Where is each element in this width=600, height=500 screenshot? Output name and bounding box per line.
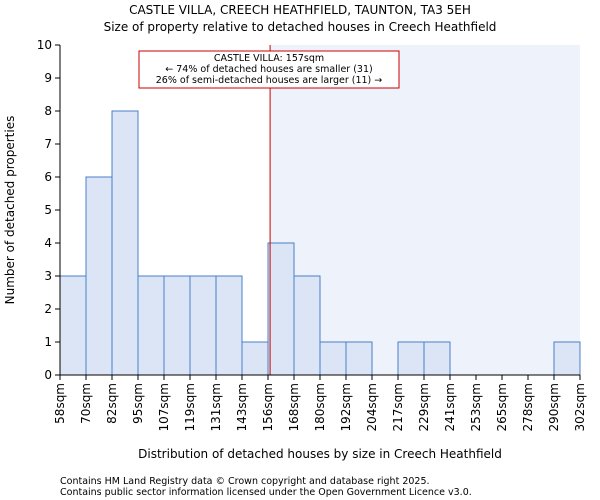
y-tick-label: 5 — [44, 203, 52, 217]
x-tick-label: 192sqm — [339, 383, 353, 431]
chart-subtitle: Size of property relative to detached ho… — [104, 20, 497, 34]
x-tick-label: 156sqm — [261, 383, 275, 431]
x-tick-label: 204sqm — [365, 383, 379, 431]
bar-107sqm — [163, 275, 191, 376]
x-tick-label: 58sqm — [53, 383, 67, 424]
annotation-line-1: CASTLE VILLA: 157sqm — [214, 53, 324, 64]
bar-95sqm — [137, 275, 165, 376]
highlight-region — [270, 45, 580, 375]
y-tick-label: 9 — [44, 71, 52, 85]
bar-70sqm — [85, 176, 113, 376]
x-tick-label: 119sqm — [183, 383, 197, 431]
y-tick-label: 0 — [44, 368, 52, 382]
x-axis-label: Distribution of detached houses by size … — [138, 447, 502, 461]
y-tick-label: 7 — [44, 137, 52, 151]
bar-168sqm — [293, 275, 321, 376]
y-tick-label: 1 — [44, 335, 52, 349]
y-tick-label: 8 — [44, 104, 52, 118]
x-tick-label: 265sqm — [495, 383, 509, 431]
x-tick-label: 143sqm — [235, 383, 249, 431]
x-tick-label: 180sqm — [313, 383, 327, 431]
x-tick-label: 302sqm — [573, 383, 587, 431]
chart-title: CASTLE VILLA, CREECH HEATHFIELD, TAUNTON… — [129, 3, 471, 17]
bar-82sqm — [111, 110, 139, 376]
bar-156sqm — [267, 242, 295, 376]
x-tick-label: 131sqm — [209, 383, 223, 431]
x-tick-label: 290sqm — [547, 383, 561, 431]
x-tick-label: 70sqm — [79, 383, 93, 424]
y-axis: 0 1 2 3 4 5 6 7 8 9 10 — [37, 38, 61, 382]
x-tick-label: 229sqm — [417, 383, 431, 431]
x-tick-label: 241sqm — [443, 383, 457, 431]
x-tick-label: 217sqm — [391, 383, 405, 431]
annotation-box — [138, 50, 400, 89]
bar-143sqm — [241, 341, 269, 376]
y-tick-label: 4 — [44, 236, 52, 250]
x-tick-label: 107sqm — [157, 383, 171, 431]
bar-290sqm — [553, 341, 581, 376]
y-tick-label: 2 — [44, 302, 52, 316]
bar-192sqm — [345, 341, 373, 376]
annotation-line-3: 26% of semi-detached houses are larger (… — [156, 75, 383, 86]
footer-line-2: Contains public sector information licen… — [60, 487, 472, 498]
bar-217sqm — [397, 341, 425, 376]
y-axis-label: Number of detached properties — [3, 116, 17, 305]
footer-line-1: Contains HM Land Registry data © Crown c… — [60, 476, 430, 487]
y-tick-label: 3 — [44, 269, 52, 283]
bars-group — [59, 110, 581, 376]
x-axis: 58sqm 70sqm 82sqm 95sqm 107sqm 119sqm 131sqm 14… — [53, 374, 587, 431]
bar-58sqm — [59, 275, 87, 376]
bar-180sqm — [319, 341, 347, 376]
bar-131sqm — [215, 275, 243, 376]
x-tick-label: 253sqm — [469, 383, 483, 431]
x-tick-label: 168sqm — [287, 383, 301, 431]
bar-229sqm — [423, 341, 451, 376]
x-tick-label: 278sqm — [521, 383, 535, 431]
y-tick-label: 10 — [37, 38, 52, 52]
y-tick-label: 6 — [44, 170, 52, 184]
bar-119sqm — [189, 275, 217, 376]
x-tick-label: 95sqm — [131, 383, 145, 424]
x-tick-label: 82sqm — [105, 383, 119, 424]
annotation-line-2: ← 74% of detached houses are smaller (31… — [165, 64, 372, 75]
